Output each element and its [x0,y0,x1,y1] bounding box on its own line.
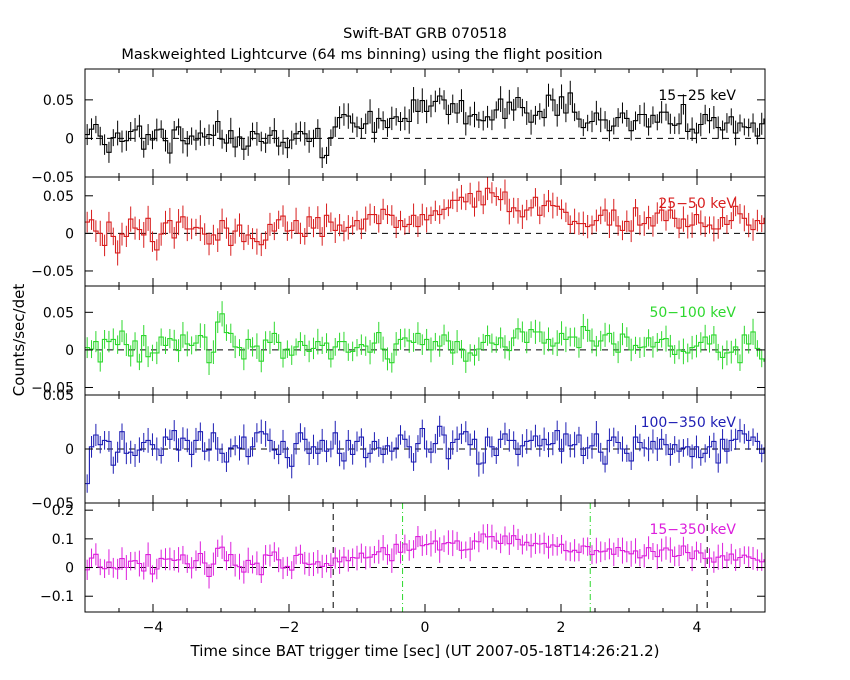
band-label: 15−25 keV [658,88,736,104]
y-tick-label: 0 [65,343,74,359]
band-label: 15−350 keV [649,522,736,538]
y-tick-label: −0.05 [31,380,74,396]
lightcurve-series [85,533,765,577]
x-axis-label: Time since BAT trigger time [sec] (UT 20… [190,642,660,660]
y-tick-label: −0.05 [31,496,74,512]
y-tick-label: 0.05 [43,189,74,205]
lightcurve-series [85,187,765,254]
panel-2: −0.05 0 0.05 25−50 keV [31,176,766,287]
chart-title: Swift-BAT GRB 070518 [343,26,507,42]
lightcurve-series [85,92,765,159]
band-label: 50−100 keV [649,305,736,321]
x-tick-labels: −4 −2 0 2 4 [143,620,702,636]
y-tick-label: −0.05 [31,264,74,280]
y-tick-label: 0.05 [43,388,74,404]
panel-frame [84,68,766,178]
band-label: 100−350 keV [641,415,737,431]
y-tick-label: 0 [65,561,74,577]
panel-5: −0.1 0 0.1 0.2 15−350 keV [40,502,766,613]
x-tick-label: 2 [557,620,566,636]
chart-subtitle: Maskweighted Lightcurve (64 ms binning) … [121,47,602,63]
y-tick-label: 0.2 [52,503,74,519]
y-tick-label: −0.05 [31,170,74,186]
y-tick-label: 0.05 [43,305,74,321]
lightcurve-series [85,313,765,364]
y-tick-label: 0 [65,131,74,147]
y-tick-label: 0 [65,442,74,458]
panel-4: −0.05 0 0.05 100−350 keV [31,388,766,512]
band-label: 25−50 keV [658,196,736,212]
lightcurve-series [85,425,765,485]
y-tick-label: −0.1 [40,589,74,605]
x-tick-label: 0 [421,620,430,636]
x-tick-label: −4 [143,620,164,636]
y-tick-label: 0.05 [43,93,74,109]
y-tick-label: 0 [65,226,74,242]
x-tick-label: −2 [279,620,300,636]
panel-3: −0.05 0 0.05 50−100 keV [31,285,766,396]
y-axis-label: Counts/sec/det [10,284,28,397]
y-tick-label: 0.1 [52,532,74,548]
x-tick-label: 4 [693,620,702,636]
panel-1: −0.05 0 0.05 15−25 keV [31,68,766,186]
